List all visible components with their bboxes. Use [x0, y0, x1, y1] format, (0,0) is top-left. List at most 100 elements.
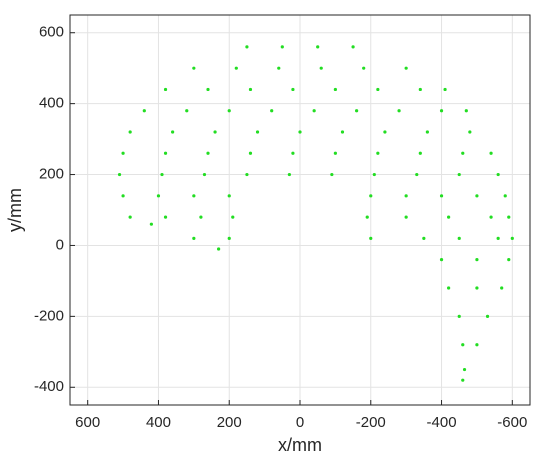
point [422, 236, 426, 240]
x-tick-label: -200 [356, 414, 386, 431]
point [160, 172, 164, 177]
point [500, 286, 504, 290]
point [227, 109, 231, 113]
point [475, 343, 479, 347]
y-tick-label: 200 [39, 166, 64, 183]
point [217, 247, 221, 251]
point [316, 45, 320, 49]
point [496, 172, 500, 177]
point [369, 194, 373, 198]
point [457, 236, 461, 240]
x-tick-label: 400 [146, 414, 171, 431]
point [475, 286, 479, 290]
point [496, 236, 500, 240]
point [461, 378, 465, 382]
y-tick-label: -200 [34, 307, 64, 324]
x-tick-label: -600 [497, 414, 527, 431]
point [510, 236, 514, 240]
point [365, 215, 369, 219]
point [245, 45, 249, 49]
point [277, 66, 281, 70]
point [418, 87, 422, 92]
point [163, 151, 168, 155]
point [121, 151, 125, 155]
point [404, 194, 408, 198]
point [489, 215, 493, 219]
point [270, 109, 274, 113]
point [213, 130, 217, 134]
point [447, 215, 451, 219]
y-axis-label: y/mm [5, 188, 25, 232]
point [255, 130, 260, 134]
point [199, 215, 203, 219]
point [447, 286, 451, 290]
y-tick-label: 600 [39, 24, 64, 41]
point [461, 151, 465, 155]
point [351, 45, 355, 49]
point [418, 151, 422, 155]
point [372, 172, 376, 177]
x-tick-label: 600 [75, 414, 100, 431]
point [439, 258, 444, 262]
point [439, 109, 444, 113]
y-tick-label: 400 [39, 95, 64, 112]
point [507, 215, 511, 219]
point [287, 172, 291, 177]
point [369, 236, 373, 240]
point [231, 215, 235, 219]
x-tick-label: 0 [296, 414, 304, 431]
point [443, 87, 447, 92]
point [330, 172, 334, 177]
point [415, 172, 419, 177]
point [202, 172, 207, 177]
point [475, 194, 479, 198]
point [142, 109, 146, 113]
point [376, 87, 380, 92]
point [464, 109, 468, 113]
plot-frame [69, 14, 531, 406]
point [457, 172, 461, 177]
point [333, 87, 337, 92]
point [156, 194, 161, 198]
point [439, 194, 444, 198]
point [397, 109, 401, 113]
point [362, 66, 366, 70]
point [192, 236, 196, 240]
point [128, 130, 132, 134]
point [340, 130, 345, 134]
point [507, 258, 511, 262]
point [319, 66, 323, 70]
x-axis-label: x/mm [278, 435, 322, 455]
x-tick-label: -400 [427, 414, 457, 431]
point [121, 194, 125, 198]
point [248, 87, 253, 92]
point [404, 66, 408, 70]
point [163, 87, 168, 92]
point [383, 130, 387, 134]
point [298, 130, 302, 134]
point [333, 151, 337, 155]
point [503, 194, 507, 198]
point [128, 215, 132, 219]
point [117, 172, 122, 177]
point [312, 109, 316, 113]
x-tick-label: 200 [217, 414, 242, 431]
point [468, 130, 472, 134]
point [280, 45, 284, 49]
point [376, 151, 380, 155]
y-tick-label: 0 [56, 236, 64, 253]
point [355, 109, 359, 113]
point [227, 194, 231, 198]
point [245, 172, 249, 177]
point [234, 66, 238, 70]
point [404, 215, 408, 219]
point [206, 151, 210, 155]
point [475, 258, 479, 262]
point [227, 236, 231, 240]
point [163, 215, 168, 219]
point [192, 194, 196, 198]
point [206, 87, 210, 92]
point [192, 66, 196, 70]
point [149, 222, 153, 226]
